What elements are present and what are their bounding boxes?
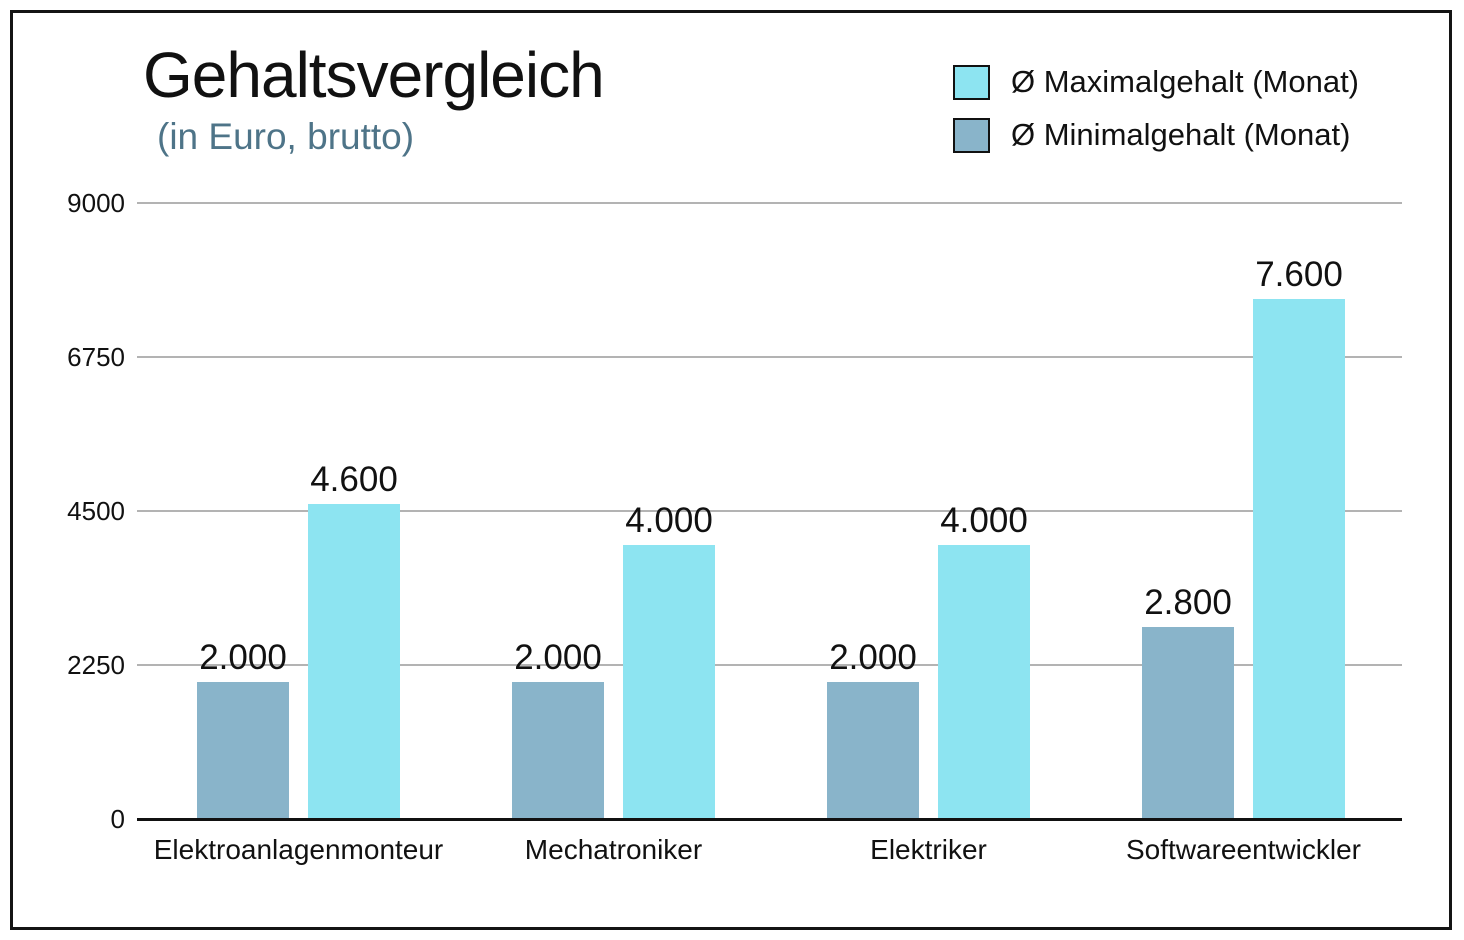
- min-salary-bar: [512, 682, 604, 819]
- gridline: [137, 202, 1402, 204]
- bar-value-label: 2.800: [1144, 583, 1232, 623]
- gridline: [137, 664, 1402, 666]
- chart-legend: Ø Maximalgehalt (Monat) Ø Minimalgehalt …: [953, 64, 1359, 153]
- bar-value-label: 4.000: [625, 501, 713, 541]
- bar-value-label: 2.000: [199, 638, 287, 678]
- max-salary-bar: [308, 504, 400, 819]
- x-axis-category-label: Mechatroniker: [524, 834, 703, 865]
- max-salary-bar: [623, 545, 715, 819]
- y-axis-tick-label: 6750: [67, 342, 125, 372]
- legend-label-max: Ø Maximalgehalt (Monat): [1011, 64, 1360, 99]
- y-axis-tick-label: 2250: [67, 650, 125, 680]
- x-axis-baseline: [137, 818, 1402, 821]
- min-salary-bar: [197, 682, 289, 819]
- legend-label-min: Ø Minimalgehalt (Monat): [1011, 117, 1351, 152]
- legend-item-min: Ø Minimalgehalt (Monat): [953, 117, 1359, 153]
- min-salary-bar: [1142, 627, 1234, 819]
- x-axis-category-label: Elektriker: [870, 834, 987, 865]
- bar-value-label: 4.600: [310, 460, 398, 500]
- chart-subtitle: (in Euro, brutto): [157, 116, 415, 157]
- bar-value-label: 7.600: [1255, 254, 1343, 294]
- legend-swatch-min: [953, 117, 990, 153]
- y-axis-tick-label: 9000: [67, 188, 125, 218]
- bar-value-label: 4.000: [940, 501, 1028, 541]
- min-salary-bar: [827, 682, 919, 819]
- bar-value-label: 2.000: [829, 638, 917, 678]
- y-axis-tick-label: 4500: [67, 496, 125, 526]
- gridline: [137, 510, 1402, 512]
- max-salary-bar: [1253, 298, 1345, 819]
- max-salary-bar: [938, 545, 1030, 819]
- x-axis-category-label: Elektroanlagenmonteur: [153, 834, 444, 865]
- legend-item-max: Ø Maximalgehalt (Monat): [953, 64, 1359, 100]
- bar-value-label: 2.000: [514, 638, 602, 678]
- y-axis-tick-label: 0: [110, 804, 125, 834]
- gridline: [137, 356, 1402, 358]
- legend-swatch-max: [953, 64, 990, 100]
- chart-title: Gehaltsvergleich: [143, 39, 605, 111]
- x-axis-category-label: Softwareentwickler: [1126, 834, 1361, 865]
